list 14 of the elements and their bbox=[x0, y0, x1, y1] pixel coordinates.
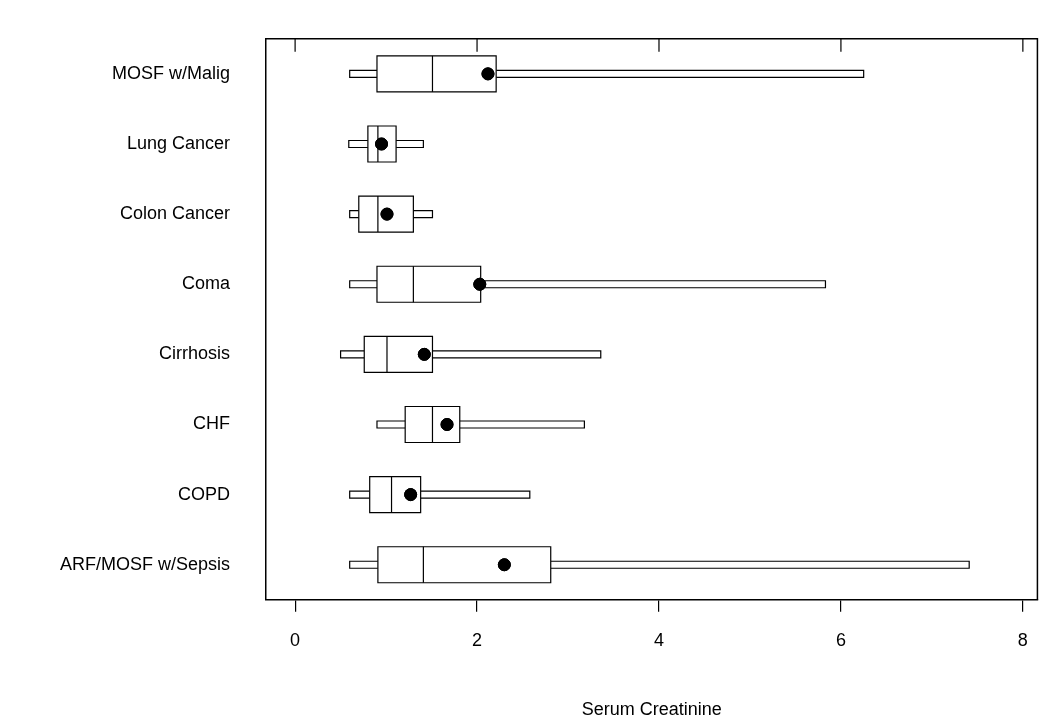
y-tick-label: Coma bbox=[181, 273, 231, 294]
x-tick-label: 4 bbox=[653, 629, 664, 650]
y-tick-label: CHF bbox=[193, 413, 230, 434]
x-axis-title: Serum Creatinine bbox=[581, 699, 722, 720]
x-tick-label: 2 bbox=[472, 629, 483, 650]
y-tick-label: ARF/MOSF w/Sepsis bbox=[59, 553, 230, 574]
x-tick-label: 0 bbox=[290, 629, 301, 650]
x-tick-label: 6 bbox=[835, 629, 846, 650]
y-tick-label: Colon Cancer bbox=[119, 203, 230, 224]
y-tick-label: COPD bbox=[177, 483, 230, 504]
x-tick-label: 8 bbox=[1017, 629, 1028, 650]
y-tick-label: Lung Cancer bbox=[126, 132, 230, 153]
y-tick-label: Cirrhosis bbox=[158, 343, 230, 364]
y-tick-label: MOSF w/Malig bbox=[111, 62, 230, 83]
